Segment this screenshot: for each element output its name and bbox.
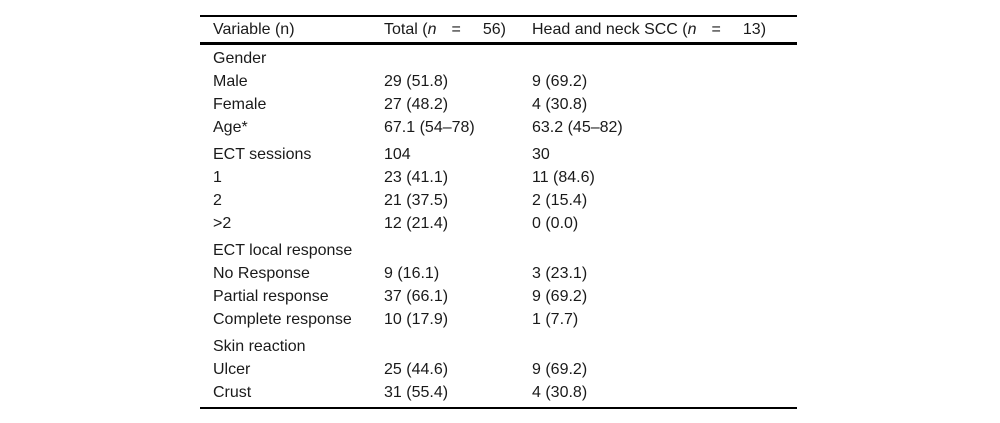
row-label-cell: Complete response — [213, 311, 352, 328]
row-label-cell: Female — [213, 96, 267, 113]
table-row: Gender — [200, 47, 797, 70]
table-row: Age* 67.1 (54–78) 63.2 (45–82) — [200, 116, 797, 139]
header-hnscc-n: n — [687, 21, 697, 38]
hnscc-value-cell: 9 (69.2) — [532, 361, 588, 378]
header-total-n: n — [427, 21, 437, 38]
hnscc-value-cell: 1 (7.7) — [532, 311, 579, 328]
total-value-cell: 31 (55.4) — [384, 384, 449, 401]
row-label-cell: No Response — [213, 265, 310, 282]
table-header-row: Variable (n) Total (n = 56) Head and neck … — [200, 17, 797, 45]
table-row: ECT local response — [200, 239, 797, 262]
table-row: ECT sessions 104 30 — [200, 143, 797, 166]
header-total-prefix: Total ( — [384, 21, 428, 38]
total-value-cell: 37 (66.1) — [384, 288, 449, 305]
hnscc-value-cell: 9 (69.2) — [532, 288, 588, 305]
table-row: Ulcer 25 (44.6) 9 (69.2) — [200, 358, 797, 381]
study-variables-table: Variable (n) Total (n = 56) Head and neck … — [200, 15, 797, 409]
table-row: No Response 9 (16.1) 3 (23.1) — [200, 262, 797, 285]
row-label-cell: ECT local response — [213, 242, 353, 259]
row-label-cell: 1 — [213, 169, 222, 186]
header-total-equals: = — [451, 21, 461, 38]
table-row: >2 12 (21.4) 0 (0.0) — [200, 212, 797, 235]
table-row: Partial response 37 (66.1) 9 (69.2) — [200, 285, 797, 308]
hnscc-value-cell: 2 (15.4) — [532, 192, 588, 209]
total-value-cell: 27 (48.2) — [384, 96, 449, 113]
row-label-cell: Age* — [213, 119, 248, 136]
header-hnscc-count: 13) — [742, 21, 767, 38]
total-value-cell: 12 (21.4) — [384, 215, 449, 232]
header-hnscc: Head and neck SCC (n = 13) — [532, 18, 797, 41]
hnscc-value-cell: 9 (69.2) — [532, 73, 588, 90]
table-row: Complete response 10 (17.9) 1 (7.7) — [200, 308, 797, 331]
hnscc-value-cell: 4 (30.8) — [532, 96, 588, 113]
row-label-cell: Crust — [213, 384, 252, 401]
table-row: Crust 31 (55.4) 4 (30.8) — [200, 381, 797, 404]
table-row: 1 23 (41.1) 11 (84.6) — [200, 166, 797, 189]
table-row: Male 29 (51.8) 9 (69.2) — [200, 70, 797, 93]
total-value-cell: 23 (41.1) — [384, 169, 449, 186]
total-value-cell: 25 (44.6) — [384, 361, 449, 378]
row-label-cell: Partial response — [213, 288, 329, 305]
total-value-cell: 29 (51.8) — [384, 73, 449, 90]
row-label-cell: Male — [213, 73, 248, 90]
row-label-cell: Ulcer — [213, 361, 251, 378]
header-variable: Variable (n) — [213, 21, 295, 38]
hnscc-value-cell: 30 — [532, 146, 550, 163]
table-row: 2 21 (37.5) 2 (15.4) — [200, 189, 797, 212]
total-value-cell: 9 (16.1) — [384, 265, 440, 282]
table-row: Female 27 (48.2) 4 (30.8) — [200, 93, 797, 116]
hnscc-value-cell: 63.2 (45–82) — [532, 119, 623, 136]
hnscc-value-cell: 3 (23.1) — [532, 265, 588, 282]
row-label-cell: ECT sessions — [213, 146, 312, 163]
row-label-cell: >2 — [213, 215, 232, 232]
total-value-cell: 10 (17.9) — [384, 311, 449, 328]
total-value-cell: 21 (37.5) — [384, 192, 449, 209]
header-hnscc-prefix: Head and neck SCC ( — [532, 21, 688, 38]
row-label-cell: Skin reaction — [213, 338, 306, 355]
total-value-cell: 67.1 (54–78) — [384, 119, 475, 136]
header-total-count: 56) — [482, 21, 506, 38]
table-row: Skin reaction — [200, 335, 797, 358]
hnscc-value-cell: 0 (0.0) — [532, 215, 579, 232]
header-total: Total (n = 56) — [384, 18, 532, 41]
total-value-cell: 104 — [384, 146, 411, 163]
row-label-cell: Gender — [213, 50, 267, 67]
table-body: Gender Male 29 (51.8) 9 (69.2) Female 27… — [200, 45, 797, 409]
hnscc-value-cell: 11 (84.6) — [532, 169, 595, 186]
row-label-cell: 2 — [213, 192, 222, 209]
hnscc-value-cell: 4 (30.8) — [532, 384, 588, 401]
header-hnscc-equals: = — [711, 21, 721, 38]
